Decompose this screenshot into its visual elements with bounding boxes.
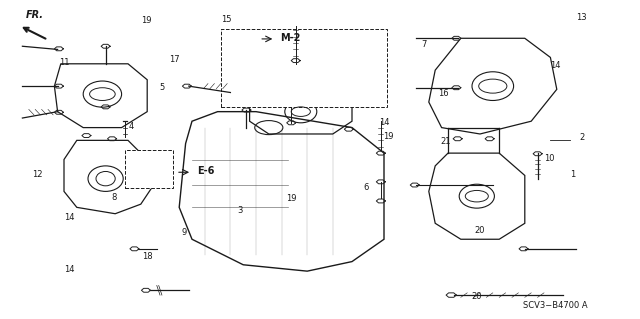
Text: 7: 7: [422, 40, 427, 48]
Text: 19: 19: [141, 16, 151, 25]
Text: 19: 19: [383, 132, 394, 141]
Text: E-6: E-6: [197, 166, 214, 176]
Text: M-2: M-2: [280, 33, 301, 42]
Text: 18: 18: [142, 252, 152, 261]
Text: 1: 1: [570, 170, 575, 179]
Text: 14: 14: [550, 61, 561, 70]
Text: 3: 3: [237, 206, 243, 215]
Text: 10: 10: [544, 154, 554, 163]
Text: 19: 19: [286, 194, 296, 203]
Text: 21: 21: [441, 137, 451, 146]
Bar: [221, 29, 387, 107]
Text: 8: 8: [111, 193, 116, 202]
Text: 13: 13: [576, 13, 586, 22]
Text: 14: 14: [64, 213, 74, 222]
Text: 20: 20: [475, 226, 485, 235]
Text: 14: 14: [380, 118, 390, 127]
Text: 16: 16: [438, 89, 449, 98]
Text: 6: 6: [364, 183, 369, 192]
Text: SCV3−B4700 A: SCV3−B4700 A: [524, 301, 588, 310]
Text: FR.: FR.: [26, 10, 44, 19]
Text: 5: 5: [159, 83, 164, 92]
Text: 9: 9: [182, 228, 187, 237]
Bar: [125, 150, 173, 188]
Text: 4: 4: [129, 122, 134, 131]
Text: 2: 2: [580, 133, 585, 142]
Text: 11: 11: [59, 58, 69, 67]
Text: 12: 12: [32, 170, 42, 179]
Text: 14: 14: [64, 265, 74, 274]
Text: 17: 17: [169, 55, 179, 63]
Text: 20: 20: [472, 292, 482, 301]
Text: 15: 15: [221, 15, 231, 24]
